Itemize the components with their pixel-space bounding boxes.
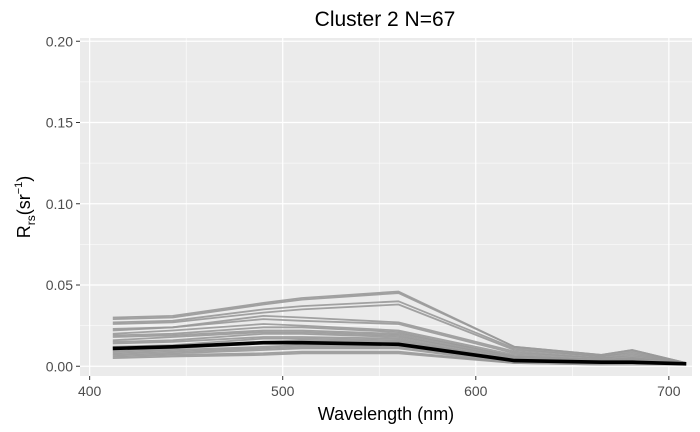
y-tick-labels: 0.00 0.05 0.10 0.15 0.20 — [46, 33, 73, 374]
x-tick-label: 400 — [78, 383, 102, 399]
x-tick-labels: 400 500 600 700 — [78, 383, 681, 399]
y-tick-label: 0.20 — [46, 33, 73, 49]
x-tick-label: 700 — [657, 383, 681, 399]
y-axis-title-sub: rs — [24, 215, 38, 225]
y-axis-title: Rrs(sr−1) — [13, 176, 38, 239]
y-axis-title-unit: (sr — [14, 194, 34, 215]
y-tick-label: 0.05 — [46, 277, 73, 293]
y-axis-title-close: ) — [14, 176, 34, 182]
y-tick-label: 0.15 — [46, 115, 73, 131]
x-tick-label: 600 — [464, 383, 488, 399]
y-tick-label: 0.10 — [46, 196, 73, 212]
y-tick-label: 0.00 — [46, 358, 73, 374]
y-axis-title-sup: −1 — [13, 182, 25, 195]
plot-panel — [80, 38, 692, 376]
chart-title: Cluster 2 N=67 — [315, 8, 456, 31]
x-tick-label: 500 — [271, 383, 295, 399]
x-axis-title: Wavelength (nm) — [318, 404, 454, 424]
y-axis-title-main: R — [14, 225, 34, 238]
